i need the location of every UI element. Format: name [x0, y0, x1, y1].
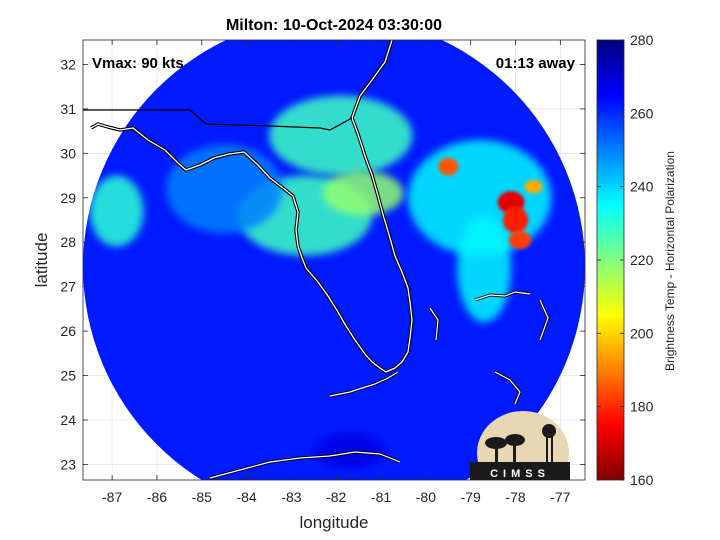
- state-border: [83, 109, 353, 131]
- colorbar: [596, 39, 625, 481]
- y-tick-label: 31: [60, 101, 76, 117]
- y-axis-label: latitude: [32, 233, 51, 288]
- chart-title: Milton: 10-Oct-2024 03:30:00: [226, 17, 442, 34]
- cimss-logo: CIMSS: [470, 411, 570, 480]
- cimss-logo-text: CIMSS: [490, 468, 550, 480]
- cuba-coast: [209, 451, 401, 479]
- x-tick-label: -82: [326, 489, 346, 505]
- brightness-feature-11: [524, 180, 543, 194]
- colorbar-ticks: 160 180 200 220 240 260 280: [597, 32, 654, 488]
- x-tick-label: -80: [416, 489, 436, 505]
- brightness-feature-8: [502, 206, 529, 234]
- y-tick-label: 29: [60, 190, 76, 206]
- x-tick-label: -83: [281, 489, 301, 505]
- x-tick-label: -78: [505, 489, 525, 505]
- y-tick-label: 26: [60, 323, 76, 339]
- swath-layer: [83, 40, 585, 480]
- brightness-feature-12: [313, 433, 386, 469]
- florida-coastline: [90, 40, 413, 373]
- y-tick-label: 27: [60, 279, 76, 295]
- colorbar-tick-label: 280: [630, 32, 654, 48]
- x-tick-label: -87: [102, 489, 122, 505]
- time-away-annotation: 01:13 away: [496, 55, 576, 72]
- colorbar-label: Brightness Temp - Horizontal Polarizatio…: [663, 151, 677, 371]
- y-tick-label: 32: [60, 56, 76, 72]
- water-tower: [542, 424, 556, 438]
- colorbar-tick-label: 200: [630, 325, 654, 341]
- brightness-feature-2: [322, 171, 404, 216]
- x-axis: -87 -86 -85 -84 -83 -82 -81 -80 -79 -78 -77: [102, 40, 571, 505]
- y-tick-label: 25: [60, 368, 76, 384]
- brightness-feature-3: [89, 175, 144, 247]
- brightness-feature-10: [438, 157, 459, 176]
- brightness-feature-6: [457, 215, 512, 323]
- x-tick-label: -77: [550, 489, 570, 505]
- colorbar-tick-label: 220: [630, 252, 654, 268]
- x-tick-label: -84: [236, 489, 256, 505]
- colorbar-tick-label: 260: [630, 105, 654, 121]
- colorbar-tick-label: 240: [630, 179, 654, 195]
- x-axis-label: longitude: [299, 513, 368, 532]
- x-tick-label: -81: [371, 489, 391, 505]
- x-tick-label: -85: [192, 489, 212, 505]
- colorbar-tick-label: 160: [630, 472, 654, 488]
- colorbar-tick-label: 180: [630, 399, 654, 415]
- vmax-annotation: Vmax: 90 kts: [92, 55, 184, 72]
- keys: [329, 371, 399, 397]
- y-tick-label: 24: [60, 412, 76, 428]
- plot-frame: [82, 39, 586, 481]
- y-tick-label: 23: [60, 456, 76, 472]
- y-axis: 23 24 25 26 27 28 29 30 31 32: [60, 56, 585, 472]
- x-tick-label: -86: [147, 489, 167, 505]
- brightness-feature-4: [165, 144, 283, 234]
- y-tick-label: 30: [60, 145, 76, 161]
- bahamas: [429, 291, 549, 405]
- coastlines: [83, 40, 550, 480]
- y-tick-label: 28: [60, 234, 76, 250]
- brightness-feature-0: [269, 95, 413, 176]
- brightness-feature-9: [508, 231, 532, 249]
- x-tick-label: -79: [461, 489, 481, 505]
